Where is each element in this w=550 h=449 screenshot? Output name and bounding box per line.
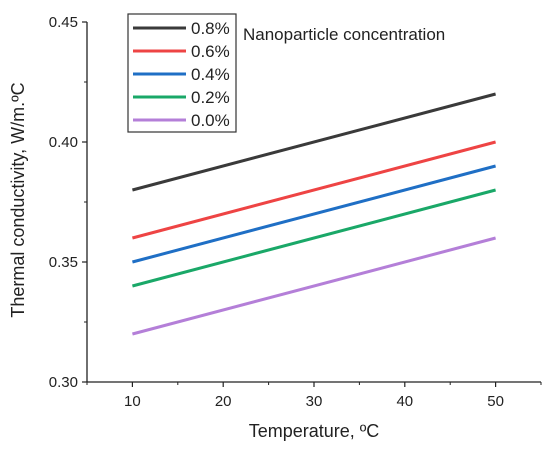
x-tick-label: 10 <box>124 393 141 410</box>
legend-label: 0.8% <box>191 19 230 38</box>
axes: 10 20 30 40 50 0.30 0.35 0.40 0.45 <box>49 14 542 410</box>
legend-label: 0.4% <box>191 65 230 84</box>
x-tick-label: 30 <box>306 393 323 410</box>
y-tick-label: 0.45 <box>49 14 78 31</box>
legend-label: 0.2% <box>191 88 230 107</box>
series-line <box>132 140 496 240</box>
legend-label: 0.6% <box>191 42 230 61</box>
y-tick-label: 0.35 <box>49 254 78 271</box>
x-axis-label: Temperature, ºC <box>249 421 380 441</box>
y-axis-label: Thermal conductivity, W/m.ºC <box>8 82 28 317</box>
x-tick-label: 20 <box>215 393 232 410</box>
series-line <box>132 164 496 264</box>
series-group <box>132 92 496 336</box>
y-tick-label: 0.30 <box>49 374 78 391</box>
series-line <box>132 236 496 336</box>
series-line <box>132 188 496 288</box>
x-tick-label: 40 <box>396 393 413 410</box>
y-tick-label: 0.40 <box>49 134 78 151</box>
x-tick-label: 50 <box>487 393 504 410</box>
series-line <box>132 92 496 192</box>
legend-label: 0.0% <box>191 111 230 130</box>
legend: Nanoparticle concentration 0.8% 0.6% 0.4% 0… <box>127 13 445 133</box>
legend-title: Nanoparticle concentration <box>243 25 445 44</box>
